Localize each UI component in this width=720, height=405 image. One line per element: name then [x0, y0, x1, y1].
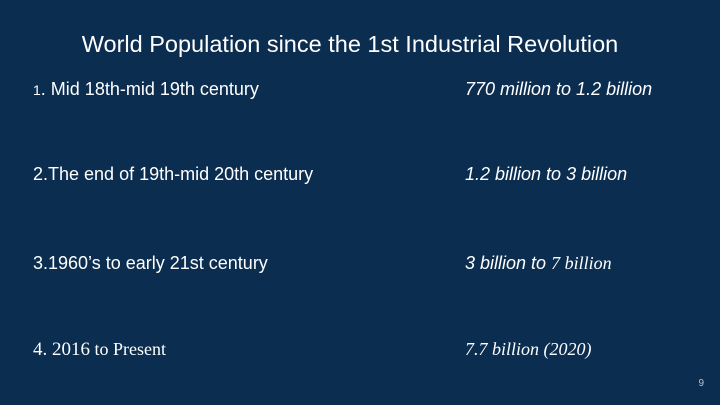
era-label: 2.The end of 19th-mid 20th century	[33, 164, 314, 184]
page-number: 9	[698, 378, 704, 389]
slide-title: World Population since the 1st Industria…	[81, 31, 619, 57]
population-range: 7.7 billion (2020)	[465, 339, 592, 359]
population-row: 2.The end of 19th-mid 20th century 1.2 b…	[0, 161, 720, 187]
population-range: 770 million to 1.2 billion	[465, 79, 653, 99]
population-range: 1.2 billion to 3 billion	[465, 164, 628, 184]
population-row: 1. Mid 18th-mid 19th century 770 million…	[0, 76, 720, 102]
era-text: . Mid 18th-mid 19th century	[40, 79, 259, 99]
era-index: 1	[33, 82, 41, 98]
era-label: 4. 2016 to Present	[33, 336, 166, 363]
era-label: 3.1960’s to early 21st century	[33, 253, 268, 273]
era-label: 1. Mid 18th-mid 19th century	[33, 76, 259, 103]
era-label-end: to Present	[90, 339, 167, 359]
population-range: 3 billion to 7 billion	[465, 250, 612, 276]
population-row: 4. 2016 to Present 7.7 billion (2020)	[0, 336, 720, 362]
population-range-start: 3 billion to	[465, 253, 552, 273]
population-row: 3.1960’s to early 21st century 3 billion…	[0, 250, 720, 276]
era-label-start: 4. 2016	[33, 339, 90, 360]
population-range-end: 7 billion	[551, 253, 612, 273]
